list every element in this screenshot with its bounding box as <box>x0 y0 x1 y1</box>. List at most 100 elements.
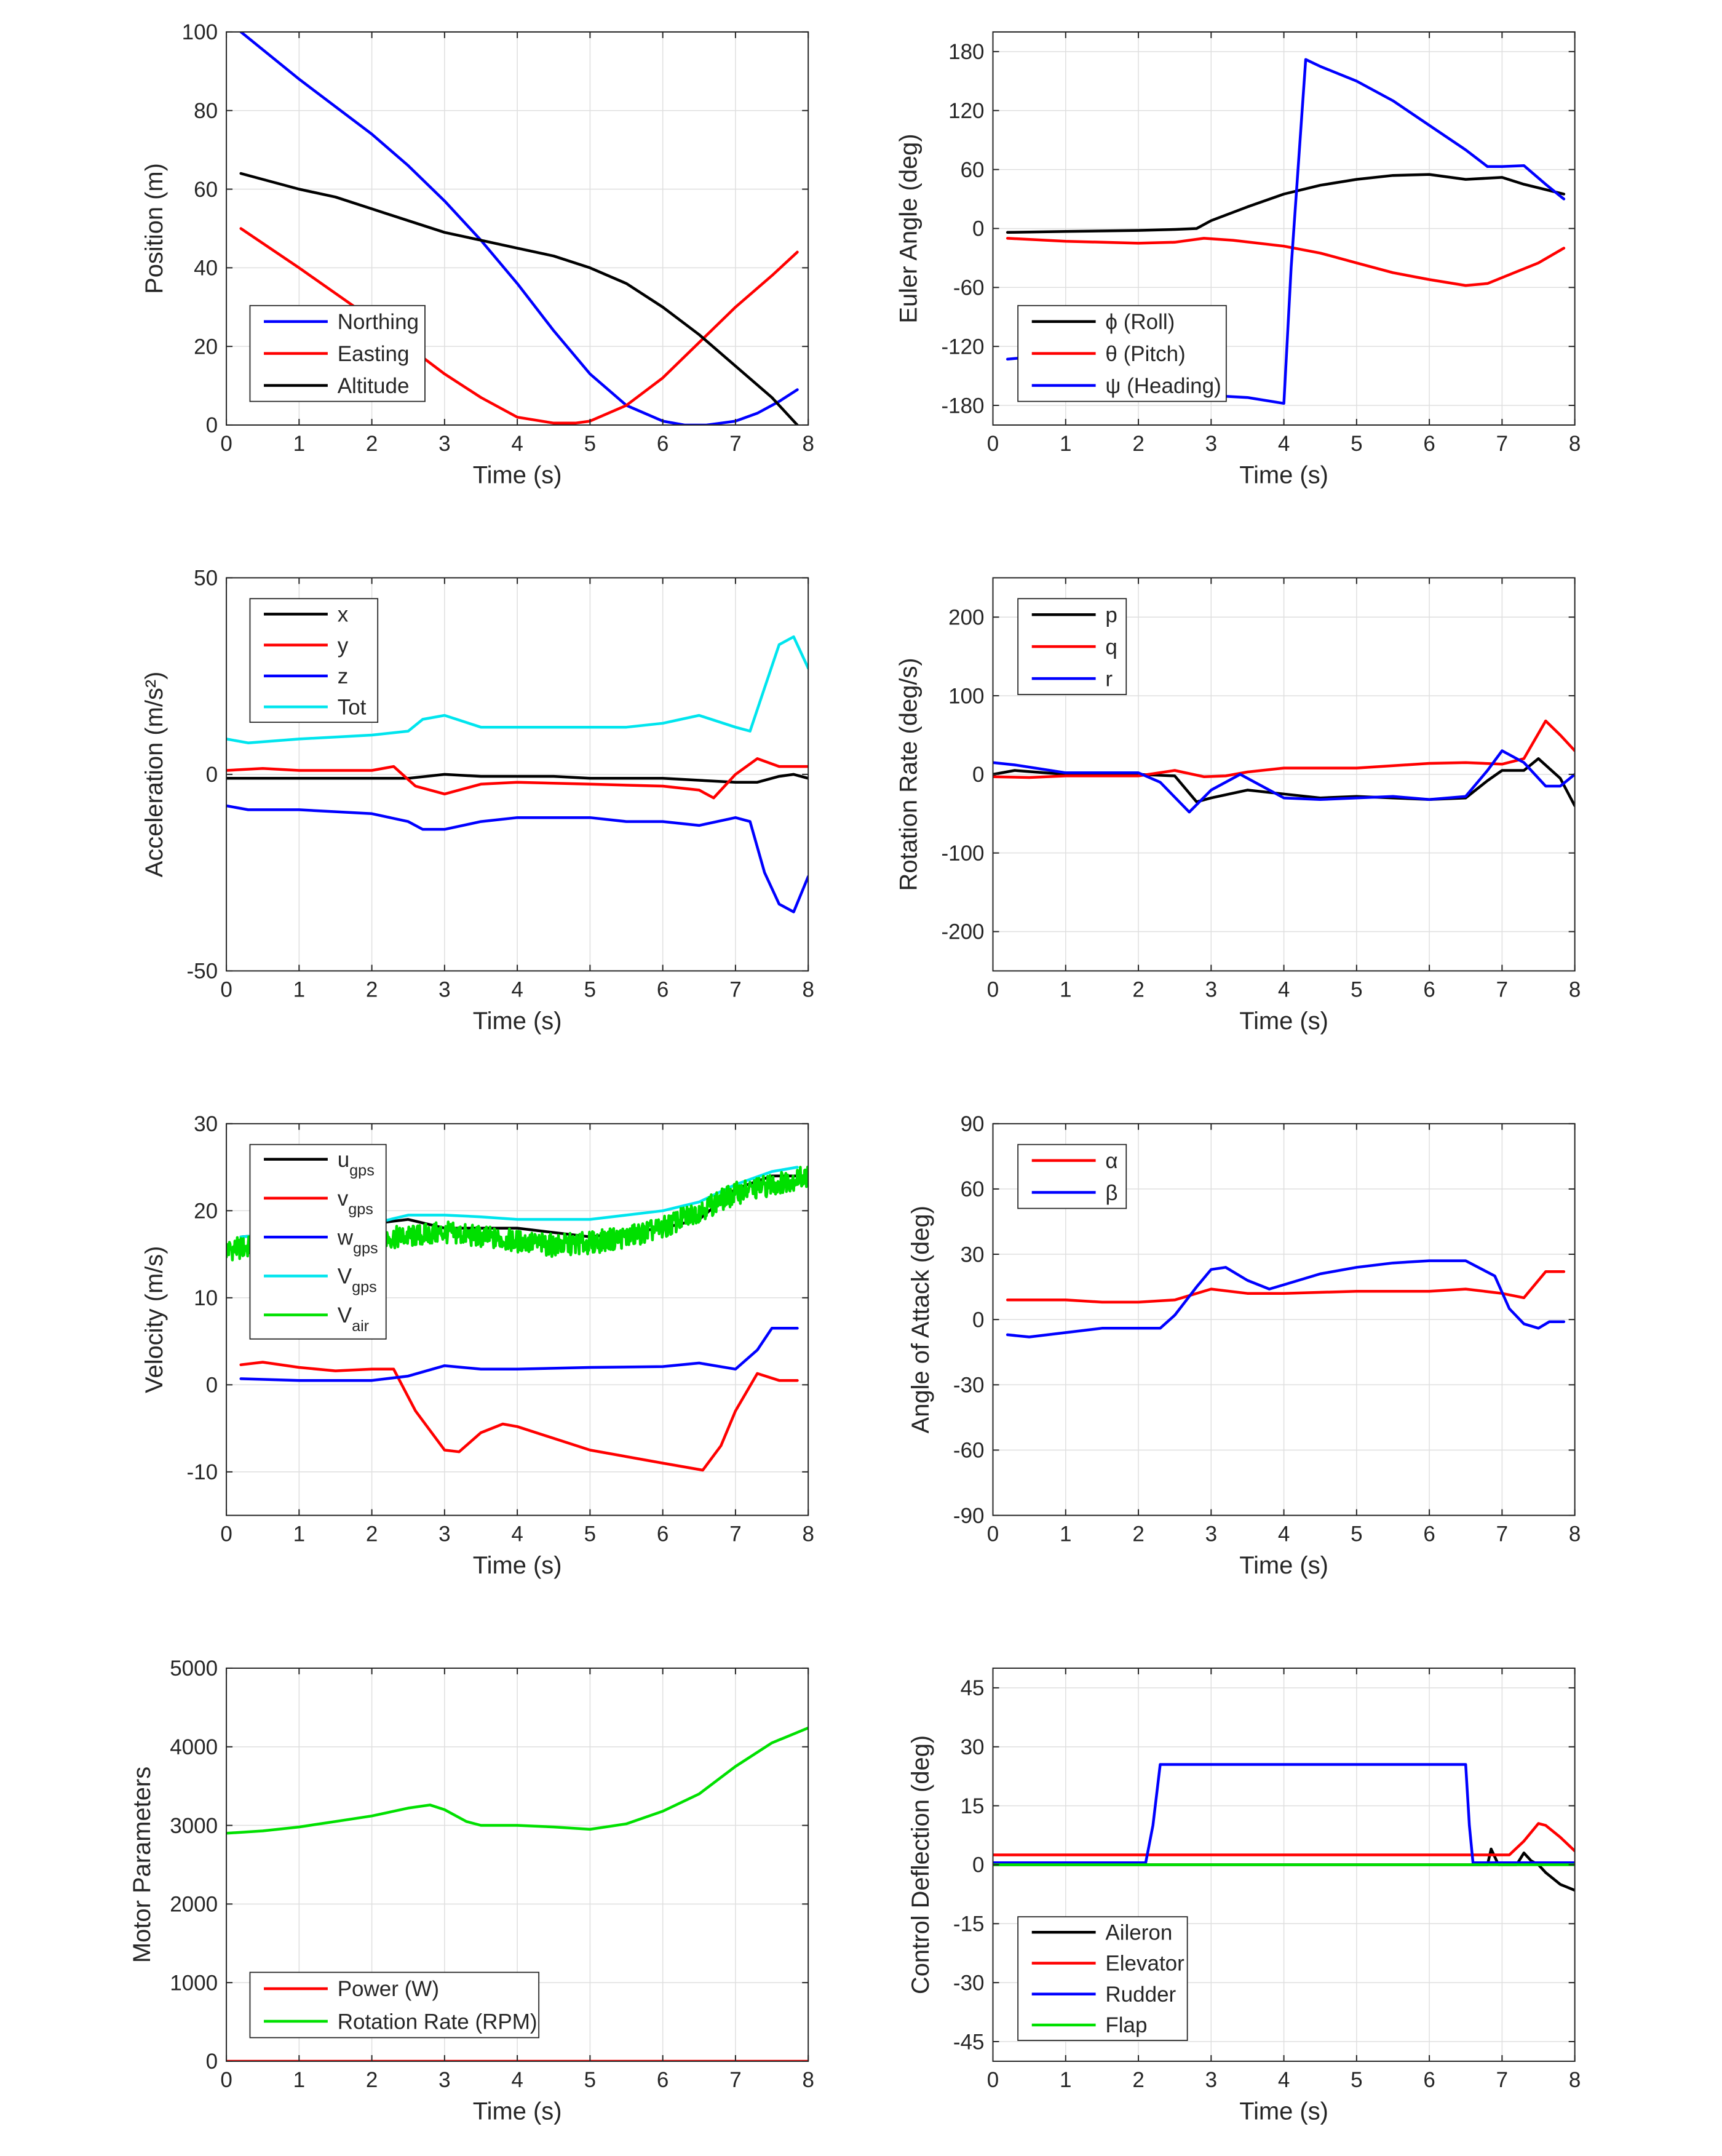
series-line-1 <box>226 757 809 800</box>
x-tick-label: 5 <box>1351 977 1362 1001</box>
series-line-2 <box>239 172 799 425</box>
y-tick-label: -60 <box>953 1439 985 1463</box>
y-tick-label: 100 <box>948 684 984 708</box>
series-group <box>226 1726 809 2061</box>
legend-label-base: V <box>338 1303 352 1327</box>
legend-label: β <box>1105 1181 1117 1205</box>
y-tick-label: 20 <box>194 1199 218 1223</box>
legend-label: θ (Pitch) <box>1105 342 1185 366</box>
y-tick-label: 120 <box>948 99 984 123</box>
y-tick-label: 90 <box>961 1112 985 1136</box>
x-axis-label: Time (s) <box>473 2098 562 2125</box>
x-tick-label: 7 <box>1496 1522 1508 1546</box>
legend-label: Rotation Rate (RPM) <box>338 2010 538 2034</box>
legend-label: y <box>338 634 349 658</box>
x-tick-label: 5 <box>1351 432 1362 456</box>
y-tick-label: 0 <box>972 763 984 787</box>
series-line-2 <box>993 1763 1575 1864</box>
series-group <box>993 1763 1575 1892</box>
x-tick-label: 1 <box>293 432 305 456</box>
x-tick-label: 0 <box>987 432 999 456</box>
x-tick-label: 3 <box>1205 977 1217 1001</box>
x-tick-label: 5 <box>584 432 596 456</box>
panel-motor: 0 1 2 3 4 5 6 7 8 0 1000 2000 3000 4000 5000 Time (s) Mo… <box>129 1657 814 2125</box>
legend-label: Altitude <box>338 374 410 398</box>
x-tick-label: 8 <box>1569 2068 1581 2092</box>
x-tick-label: 6 <box>1423 977 1435 1001</box>
x-axis-label: Time (s) <box>1239 2098 1328 2125</box>
legend: αβ <box>1017 1144 1127 1209</box>
x-tick-label: 1 <box>1060 1522 1071 1546</box>
y-tick-label: 180 <box>948 40 984 64</box>
y-axis-label: Angle of Attack (deg) <box>907 1206 934 1433</box>
panel-rotation_rate: 0 1 2 3 4 5 6 7 8 -200 -100 0 100 200 Time (s) Rotation… <box>895 577 1581 1035</box>
legend-label: Tot <box>338 695 367 719</box>
y-tick-label: 20 <box>194 335 218 359</box>
x-tick-label: 8 <box>1569 432 1581 456</box>
x-tick-label: 8 <box>1569 1522 1581 1546</box>
x-tick-label: 2 <box>1132 977 1144 1001</box>
x-tick-label: 0 <box>987 977 999 1001</box>
x-tick-label: 6 <box>1423 432 1435 456</box>
x-tick-label: 7 <box>1496 2068 1508 2092</box>
series-group <box>226 635 809 913</box>
y-axis-label: Euler Angle (deg) <box>895 133 922 323</box>
legend-label: Aileron <box>1105 1921 1172 1945</box>
y-axis-label: Velocity (m/s) <box>141 1246 168 1393</box>
x-tick-label: 5 <box>1351 1522 1362 1546</box>
x-tick-label: 4 <box>511 1522 523 1546</box>
legend: Aileron Elevator Rudder Flap <box>1017 1916 1188 2041</box>
y-tick-label: 5000 <box>170 1657 218 1681</box>
x-tick-label: 3 <box>438 977 450 1001</box>
y-tick-label: -200 <box>941 920 984 944</box>
legend-label: r <box>1105 667 1113 691</box>
legend-label: Rudder <box>1105 1983 1176 2007</box>
legend-label: Northing <box>338 310 419 334</box>
x-tick-label: 1 <box>1060 432 1071 456</box>
x-tick-label: 3 <box>1205 432 1217 456</box>
legend-label: q <box>1105 635 1117 659</box>
x-tick-label: 3 <box>1205 1522 1217 1546</box>
series-group <box>1006 1259 1566 1339</box>
x-tick-label: 7 <box>1496 432 1508 456</box>
series-line-2 <box>239 1327 799 1382</box>
legend: Power (W) Rotation Rate (RPM) <box>249 1971 540 2039</box>
y-tick-label: 2000 <box>170 1893 218 1917</box>
x-tick-label: 7 <box>729 1522 741 1546</box>
y-tick-label: -30 <box>953 1374 985 1398</box>
x-tick-label: 0 <box>220 977 232 1001</box>
x-tick-label: 2 <box>366 2068 378 2092</box>
x-tick-label: 4 <box>1278 432 1290 456</box>
legend-box <box>249 598 379 723</box>
y-axis-label: Motor Parameters <box>129 1767 156 1963</box>
y-tick-label: 60 <box>961 158 985 182</box>
legend: pqr <box>1017 598 1127 695</box>
y-tick-label: -120 <box>941 335 984 359</box>
y-tick-label: 50 <box>194 567 218 591</box>
x-tick-label: 4 <box>1278 1522 1290 1546</box>
x-tick-label: 5 <box>584 977 596 1001</box>
x-tick-label: 4 <box>1278 977 1290 1001</box>
y-tick-label: 3000 <box>170 1814 218 1838</box>
y-tick-label: -15 <box>953 1912 985 1936</box>
x-tick-label: 6 <box>657 977 669 1001</box>
y-tick-label: -10 <box>186 1460 218 1484</box>
x-tick-label: 7 <box>1496 977 1508 1001</box>
y-axis-label: Control Deflection (deg) <box>907 1735 934 1994</box>
panel-euler: 0 1 2 3 4 5 6 7 8 -180 -120 -60 0 60 120 180 Time (s) Eul… <box>895 31 1581 488</box>
x-tick-label: 2 <box>1132 432 1144 456</box>
y-tick-label: 60 <box>194 178 218 202</box>
x-tick-label: 8 <box>802 2068 814 2092</box>
x-tick-label: 2 <box>1132 1522 1144 1546</box>
x-tick-label: 5 <box>584 1522 596 1546</box>
legend-label: Vair <box>338 1303 369 1335</box>
x-tick-label: 2 <box>1132 2068 1144 2092</box>
x-tick-label: 7 <box>729 432 741 456</box>
x-tick-label: 2 <box>366 432 378 456</box>
y-tick-label: 45 <box>961 1676 985 1700</box>
series-line-1 <box>226 1726 809 1835</box>
